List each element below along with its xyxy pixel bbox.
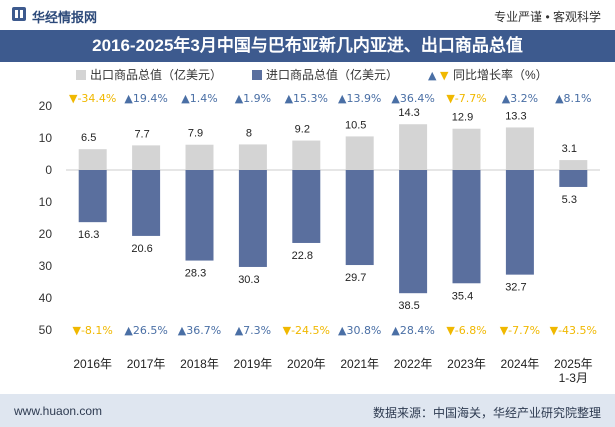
import-bar xyxy=(132,170,161,236)
legend-growth-label: 同比增长率（%） xyxy=(453,67,548,82)
export-value-label: 6.5 xyxy=(81,132,96,144)
import-bar xyxy=(185,170,214,261)
huajing-logo-icon xyxy=(12,7,26,21)
export-growth-label: ▲1.4% xyxy=(181,92,217,105)
footer: www.huaon.com 数据来源：中国海关，华经产业研究院整理 xyxy=(0,394,615,427)
import-value-label: 32.7 xyxy=(505,282,526,294)
import-value-label: 16.3 xyxy=(78,229,99,241)
import-growth-label: ▲30.8% xyxy=(338,324,381,337)
x-tick-label: 2017年 xyxy=(127,357,166,371)
export-growth-label: ▼-7.7% xyxy=(446,92,486,105)
x-tick-label: 2018年 xyxy=(180,357,219,371)
import-value-label: 29.7 xyxy=(345,272,366,284)
export-growth-label: ▲3.2% xyxy=(502,92,538,105)
chart-title: 2016-2025年3月中国与巴布亚新几内亚进、出口商品总值 xyxy=(0,30,615,62)
export-bar xyxy=(238,144,267,170)
x-tick-label: 2025年 xyxy=(554,357,593,371)
export-growth-label: ▲15.3% xyxy=(285,92,328,105)
y-tick-label: 0 xyxy=(45,163,52,177)
export-value-label: 7.9 xyxy=(188,128,203,140)
x-tick-label: 2020年 xyxy=(287,357,326,371)
export-bar xyxy=(399,124,428,170)
import-growth-label: ▲26.5% xyxy=(124,324,167,337)
export-growth-label: ▲8.1% xyxy=(555,92,591,105)
legend-export-label: 出口商品总值（亿美元） xyxy=(90,67,222,82)
import-value-label: 5.3 xyxy=(562,194,577,206)
import-bar xyxy=(78,170,107,223)
y-tick-label: 20 xyxy=(39,99,53,113)
import-growth-label: ▲36.7% xyxy=(178,324,221,337)
y-tick-label: 40 xyxy=(39,291,53,305)
export-bar xyxy=(559,160,588,170)
legend-down-triangle-icon: ▼ xyxy=(440,69,449,82)
x-tick-label: 2023年 xyxy=(447,357,486,371)
import-value-label: 22.8 xyxy=(292,250,313,262)
website-link[interactable]: www.huaon.com xyxy=(14,404,103,418)
import-growth-label: ▼-6.8% xyxy=(446,324,486,337)
export-bar xyxy=(452,128,481,170)
legend-up-triangle-icon: ▲ xyxy=(428,69,437,82)
import-value-label: 30.3 xyxy=(238,274,259,286)
export-value-label: 14.3 xyxy=(398,107,419,119)
export-value-label: 12.9 xyxy=(452,112,473,124)
export-growth-label: ▲19.4% xyxy=(124,92,167,105)
y-tick-label: 10 xyxy=(39,195,53,209)
import-bar xyxy=(505,170,534,275)
export-bar xyxy=(505,127,534,170)
import-value-label: 38.5 xyxy=(398,300,419,312)
top-bar: 华经情报网 专业严谨 • 客观科学 xyxy=(0,0,615,30)
export-bar xyxy=(345,136,374,170)
export-growth-label: ▲1.9% xyxy=(235,92,271,105)
export-bar xyxy=(292,140,321,170)
export-value-label: 7.7 xyxy=(134,128,149,140)
export-value-label: 13.3 xyxy=(505,110,526,122)
export-value-label: 8 xyxy=(246,127,252,139)
y-tick-label: 20 xyxy=(39,227,53,241)
y-tick-label: 10 xyxy=(39,131,53,145)
import-value-label: 20.6 xyxy=(131,243,152,255)
import-value-label: 35.4 xyxy=(452,290,473,302)
import-bar xyxy=(559,170,588,187)
x-tick-label: 1-3月 xyxy=(559,371,588,385)
import-value-label: 28.3 xyxy=(185,268,206,280)
import-growth-label: ▲28.4% xyxy=(391,324,434,337)
y-tick-label: 30 xyxy=(39,259,53,273)
import-bar xyxy=(399,170,428,294)
export-growth-label: ▲36.4% xyxy=(391,92,434,105)
import-bar xyxy=(345,170,374,266)
tagline: 专业严谨 • 客观科学 xyxy=(494,10,601,24)
y-tick-label: 50 xyxy=(39,323,53,337)
x-tick-label: 2022年 xyxy=(394,357,433,371)
x-tick-label: 2016年 xyxy=(73,357,112,371)
x-tick-label: 2019年 xyxy=(234,357,273,371)
import-growth-label: ▼-24.5% xyxy=(283,324,330,337)
data-source: 数据来源：中国海关，华经产业研究院整理 xyxy=(372,406,601,420)
export-value-label: 10.5 xyxy=(345,119,366,131)
legend-import-swatch xyxy=(252,70,262,80)
legend-import-label: 进口商品总值（亿美元） xyxy=(266,67,398,82)
export-value-label: 3.1 xyxy=(562,143,577,155)
export-bar xyxy=(132,145,161,170)
export-bar xyxy=(78,149,107,170)
export-growth-label: ▼-34.4% xyxy=(69,92,116,105)
x-tick-label: 2024年 xyxy=(501,357,540,371)
import-bar xyxy=(452,170,481,284)
brand-name: 华经情报网 xyxy=(32,10,98,25)
import-growth-label: ▲7.3% xyxy=(235,324,271,337)
import-growth-label: ▼-43.5% xyxy=(550,324,597,337)
legend-export-swatch xyxy=(76,70,86,80)
import-growth-label: ▼-7.7% xyxy=(500,324,540,337)
import-bar xyxy=(292,170,321,243)
bar-chart: 出口商品总值（亿美元） 进口商品总值（亿美元） ▲ ▼ 同比增长率（%） 20 10 0 10 2… xyxy=(39,67,600,385)
export-value-label: 9.2 xyxy=(295,124,310,136)
export-bar xyxy=(185,144,214,170)
export-growth-label: ▲13.9% xyxy=(338,92,381,105)
x-tick-label: 2021年 xyxy=(340,357,379,371)
import-bar xyxy=(238,170,267,267)
import-growth-label: ▼-8.1% xyxy=(73,324,113,337)
